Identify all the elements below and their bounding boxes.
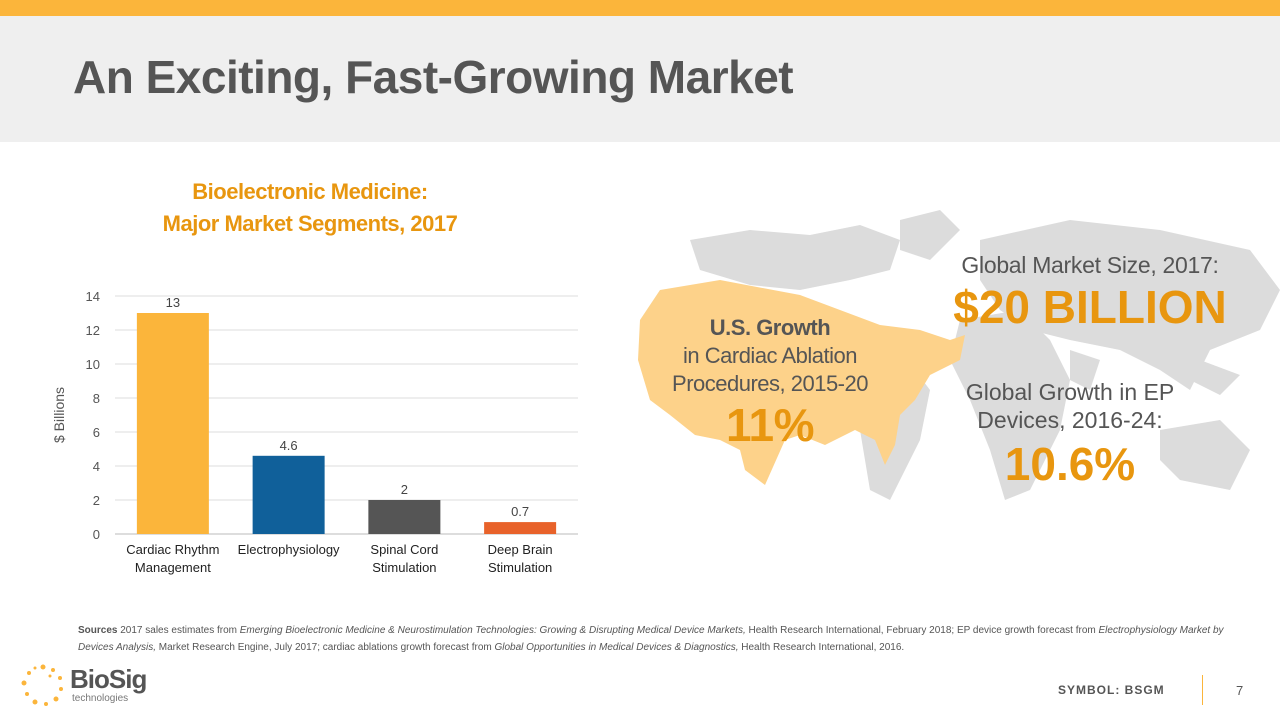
y-tick-label: 10 xyxy=(86,357,100,372)
ep-growth-value: 10.6% xyxy=(1004,438,1136,490)
page-number: 7 xyxy=(1236,683,1244,698)
bar-chart: 0 2 4 6 8 10 12 14 $ Billions 13 Cardiac Rhythm Man… xyxy=(51,289,578,575)
sources-title: Electrophysiology Market by Devices Anal… xyxy=(78,625,1224,653)
bar xyxy=(484,522,557,534)
top-accent-bar xyxy=(0,0,1280,16)
x-tick-label: Cardiac Rhythm xyxy=(126,542,219,557)
x-tick-label: Deep Brain xyxy=(488,542,553,557)
world-map-graphic xyxy=(638,210,1280,500)
logo-name: BioSig xyxy=(70,664,147,694)
us-growth-label: in Cardiac Ablation xyxy=(683,343,857,368)
x-tick-label: Stimulation xyxy=(372,560,436,575)
data-label: 0.7 xyxy=(511,504,529,519)
y-axis-label: $ Billions xyxy=(51,387,67,443)
y-tick-label: 14 xyxy=(86,289,100,304)
ep-growth-callout: Global Growth in EP Devices, 2016-24: 10… xyxy=(920,378,1220,494)
logo-subtitle: technologies xyxy=(72,693,129,704)
biosig-logo: BioSig technologies xyxy=(20,662,160,708)
y-tick-label: 12 xyxy=(86,323,100,338)
chart-title-line: Bioelectronic Medicine: xyxy=(192,179,428,204)
us-growth-label: U.S. Growth xyxy=(709,315,831,340)
us-growth-value: 11% xyxy=(725,399,815,451)
ep-growth-label: Global Growth in EP xyxy=(965,379,1175,405)
sources-text: Health Research International, February … xyxy=(745,625,1099,636)
data-label: 13 xyxy=(166,295,180,310)
sources-title: Global Opportunities in Medical Devices … xyxy=(494,642,739,653)
sources-label: Sources xyxy=(78,625,118,636)
y-tick-label: 8 xyxy=(93,391,100,406)
global-market-value: $20 BILLION xyxy=(953,281,1227,333)
ticker-symbol: SYMBOL: BSGM xyxy=(1058,683,1165,697)
x-tick-label: Management xyxy=(135,560,211,575)
data-label: 4.6 xyxy=(280,438,298,453)
sources-text: Market Research Engine, July 2017; cardi… xyxy=(156,642,495,653)
footer-divider xyxy=(1202,675,1203,705)
global-market-label: Global Market Size, 2017: xyxy=(961,252,1219,278)
header-band xyxy=(0,16,1280,142)
global-market-callout: Global Market Size, 2017: $20 BILLION xyxy=(930,252,1250,335)
y-tick-label: 6 xyxy=(93,425,100,440)
logo-dots-icon xyxy=(21,664,63,706)
y-tick-label: 2 xyxy=(93,493,100,508)
chart-title: Bioelectronic Medicine: Major Market Seg… xyxy=(110,176,510,240)
sources-text: 2017 sales estimates from xyxy=(117,625,240,636)
bar xyxy=(252,455,325,534)
bar xyxy=(136,313,209,534)
sources-note: Sources 2017 sales estimates from Emergi… xyxy=(78,622,1238,656)
chart-title-line: Major Market Segments, 2017 xyxy=(162,211,458,236)
data-label: 2 xyxy=(401,482,408,497)
x-tick-label: Stimulation xyxy=(488,560,552,575)
x-tick-label: Electrophysiology xyxy=(238,542,340,557)
page-title: An Exciting, Fast-Growing Market xyxy=(73,51,794,103)
x-tick-label: Spinal Cord xyxy=(370,542,438,557)
ep-growth-label: Devices, 2016-24: xyxy=(977,407,1163,433)
y-tick-label: 4 xyxy=(93,459,100,474)
bar xyxy=(368,500,441,534)
sources-text: Health Research International, 2016. xyxy=(738,642,905,653)
sources-title: Emerging Bioelectronic Medicine & Neuros… xyxy=(239,625,746,636)
us-growth-label: Procedures, 2015-20 xyxy=(672,371,868,396)
y-tick-label: 0 xyxy=(93,527,100,542)
us-growth-callout: U.S. Growth in Cardiac Ablation Procedur… xyxy=(630,314,910,452)
us-map-shape xyxy=(638,280,965,485)
